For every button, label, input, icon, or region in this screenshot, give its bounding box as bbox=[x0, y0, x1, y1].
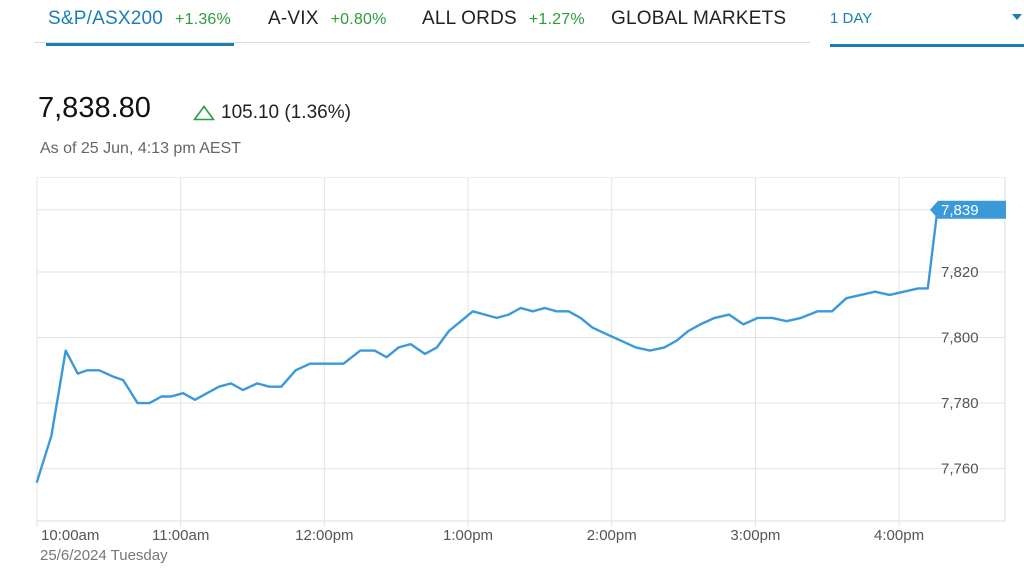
chart-grid bbox=[36, 177, 1006, 527]
tab-all-ords-change: +1.27% bbox=[528, 11, 585, 28]
line-chart-svg: 7,760 7,780 7,800 7,820 10:00am 11:00am 12:00… bbox=[35, 177, 1006, 564]
last-value-marker: 7,839 bbox=[930, 200, 1006, 219]
index-price: 7,838.80 bbox=[38, 92, 151, 124]
chart-series bbox=[35, 208, 939, 483]
y-tick-label: 7,800 bbox=[941, 330, 979, 347]
y-axis-ticks: 7,760 7,780 7,800 7,820 bbox=[941, 264, 979, 478]
tab-asx200-label: S&P/ASX200 bbox=[48, 8, 164, 29]
x-tick-label: 2:00pm bbox=[587, 527, 637, 544]
series-line bbox=[35, 208, 939, 483]
price-change-value: 105.10 (1.36%) bbox=[221, 102, 351, 123]
tab-global-markets[interactable]: GLOBAL MARKETS bbox=[611, 8, 786, 40]
tab-global-markets-label: GLOBAL MARKETS bbox=[611, 8, 787, 29]
chevron-down-icon bbox=[1012, 14, 1022, 20]
y-tick-label: 7,780 bbox=[941, 395, 979, 412]
tab-all-ords-label: ALL ORDS bbox=[422, 8, 517, 29]
x-tick-label: 1:00pm bbox=[443, 527, 493, 544]
tab-all-ords[interactable]: ALL ORDS +1.27% bbox=[422, 8, 585, 40]
x-tick-label: 12:00pm bbox=[295, 527, 353, 544]
range-selector-label: 1 DAY bbox=[830, 10, 873, 27]
plot-frame bbox=[36, 177, 1006, 522]
tab-asx200-change: +1.36% bbox=[175, 11, 231, 28]
triangle-up-outline-icon bbox=[193, 105, 215, 121]
x-axis-ticks: 10:00am 11:00am 12:00pm 1:00pm 2:00pm 3:00pm 4… bbox=[41, 527, 924, 544]
tab-avix[interactable]: A-VIX +0.80% bbox=[268, 8, 387, 40]
last-value-tag bbox=[930, 200, 1006, 219]
index-tabs: S&P/ASX200 +1.36% A-VIX +0.80% ALL ORDS … bbox=[34, 0, 810, 46]
x-tick-label: 3:00pm bbox=[730, 527, 780, 544]
x-tick-label: 10:00am bbox=[41, 527, 99, 544]
y-tick-label: 7,760 bbox=[941, 461, 979, 478]
x-tick-label: 4:00pm bbox=[874, 527, 924, 544]
tab-avix-change: +0.80% bbox=[330, 11, 387, 28]
range-selector[interactable]: 1 DAY bbox=[830, 0, 1024, 47]
price-chart: 7,760 7,780 7,800 7,820 10:00am 11:00am 12:00… bbox=[34, 177, 1024, 571]
tab-asx200[interactable]: S&P/ASX200 +1.36% bbox=[46, 8, 234, 46]
chart-date-label: 25/6/2024 Tuesday bbox=[40, 547, 168, 564]
as-of-timestamp: As of 25 Jun, 4:13 pm AEST bbox=[40, 140, 241, 157]
x-tick-label: 11:00am bbox=[152, 527, 209, 544]
y-tick-label: 7,820 bbox=[941, 264, 979, 281]
price-change: 105.10 (1.36%) bbox=[193, 102, 351, 124]
tab-avix-label: A-VIX bbox=[268, 8, 319, 29]
last-value-label: 7,839 bbox=[941, 202, 979, 219]
